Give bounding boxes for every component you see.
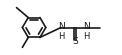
Text: S: S — [72, 37, 78, 46]
Text: H: H — [58, 32, 65, 41]
Text: N: N — [83, 22, 90, 31]
Text: H: H — [84, 32, 90, 41]
Text: N: N — [58, 22, 65, 31]
